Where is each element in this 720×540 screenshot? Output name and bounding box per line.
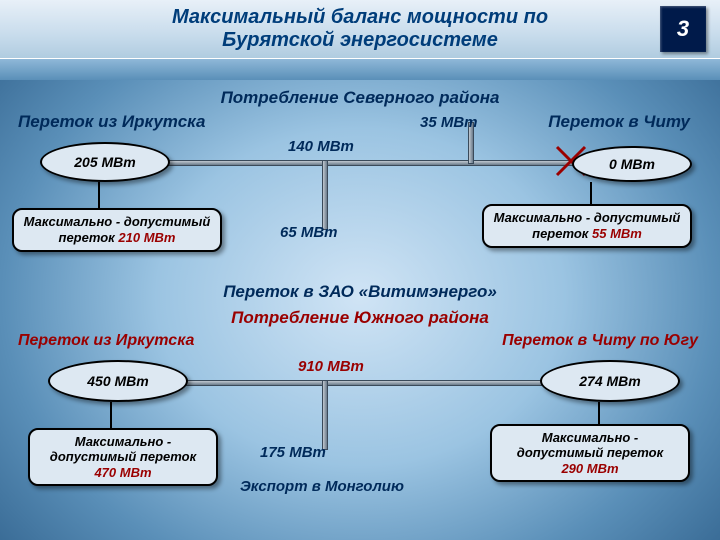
south-right-box-l2: допустимый переток bbox=[517, 445, 663, 460]
north-right-label: Переток в Читу bbox=[548, 112, 690, 132]
north-left-box-num: 210 МВт bbox=[118, 230, 175, 245]
south-left-label: Переток из Иркутска bbox=[18, 332, 194, 350]
callout-line-sl bbox=[110, 402, 112, 430]
north-down-value: 65 МВт bbox=[280, 224, 338, 241]
south-export: Экспорт в Монголию bbox=[240, 478, 404, 495]
title-line2: Бурятской энергосистеме bbox=[222, 29, 498, 51]
south-vbar bbox=[322, 380, 328, 450]
south-right-box-num: 290 МВт bbox=[561, 461, 618, 476]
south-right-box-l1: Максимально - bbox=[542, 430, 639, 445]
south-down-value: 175 МВт bbox=[260, 444, 326, 461]
north-center-value: 140 МВт bbox=[288, 138, 354, 155]
north-left-bubble: 205 МВт bbox=[40, 142, 170, 182]
north-left-box-l2: переток bbox=[59, 230, 119, 245]
callout-line-nl bbox=[98, 182, 100, 210]
south-left-bubble: 450 МВт bbox=[48, 360, 188, 402]
south-diagram: Переток из Иркутска Переток в Читу по Юг… bbox=[0, 332, 720, 522]
title-line1: Максимальный баланс мощности по bbox=[172, 6, 548, 28]
south-left-box-num: 470 МВт bbox=[94, 465, 151, 480]
page-number: 3 bbox=[660, 6, 706, 52]
north-right-box-l1: Максимально - допустимый bbox=[494, 210, 681, 225]
south-center-value: 910 МВт bbox=[298, 358, 364, 375]
south-left-box: Максимально - допустимый переток 470 МВт bbox=[28, 428, 218, 486]
north-diagram: Переток из Иркутска Переток в Читу 205 М… bbox=[0, 112, 720, 282]
south-heading: Потребление Южного района bbox=[0, 308, 720, 328]
north-top-value: 35 МВт bbox=[420, 114, 478, 131]
north-left-box: Максимально - допустимый переток 210 МВт bbox=[12, 208, 222, 252]
page-title: Максимальный баланс мощности по Бурятско… bbox=[172, 6, 548, 52]
slide-header: Максимальный баланс мощности по Бурятско… bbox=[0, 0, 720, 58]
north-left-label: Переток из Иркутска bbox=[18, 112, 205, 132]
south-right-box: Максимально - допустимый переток 290 МВт bbox=[490, 424, 690, 482]
south-left-box-l2: допустимый переток bbox=[50, 449, 196, 464]
south-left-box-l1: Максимально - bbox=[75, 434, 172, 449]
north-heading: Потребление Северного района bbox=[0, 88, 720, 108]
south-right-label: Переток в Читу по Югу bbox=[502, 332, 698, 350]
north-right-bubble: 0 МВт bbox=[572, 146, 692, 182]
north-left-box-l1: Максимально - допустимый bbox=[24, 214, 211, 229]
north-right-box-num: 55 МВт bbox=[592, 226, 642, 241]
north-vbar-down bbox=[322, 160, 328, 230]
north-right-box: Максимально - допустимый переток 55 МВт bbox=[482, 204, 692, 248]
callout-line-sr bbox=[598, 402, 600, 426]
header-divider bbox=[0, 58, 720, 80]
south-right-bubble: 274 МВт bbox=[540, 360, 680, 402]
north-hbar bbox=[90, 160, 630, 166]
callout-line-nr bbox=[590, 182, 592, 206]
north-right-box-l2: переток bbox=[532, 226, 592, 241]
vitim-heading: Переток в ЗАО «Витимэнерго» bbox=[0, 282, 720, 302]
